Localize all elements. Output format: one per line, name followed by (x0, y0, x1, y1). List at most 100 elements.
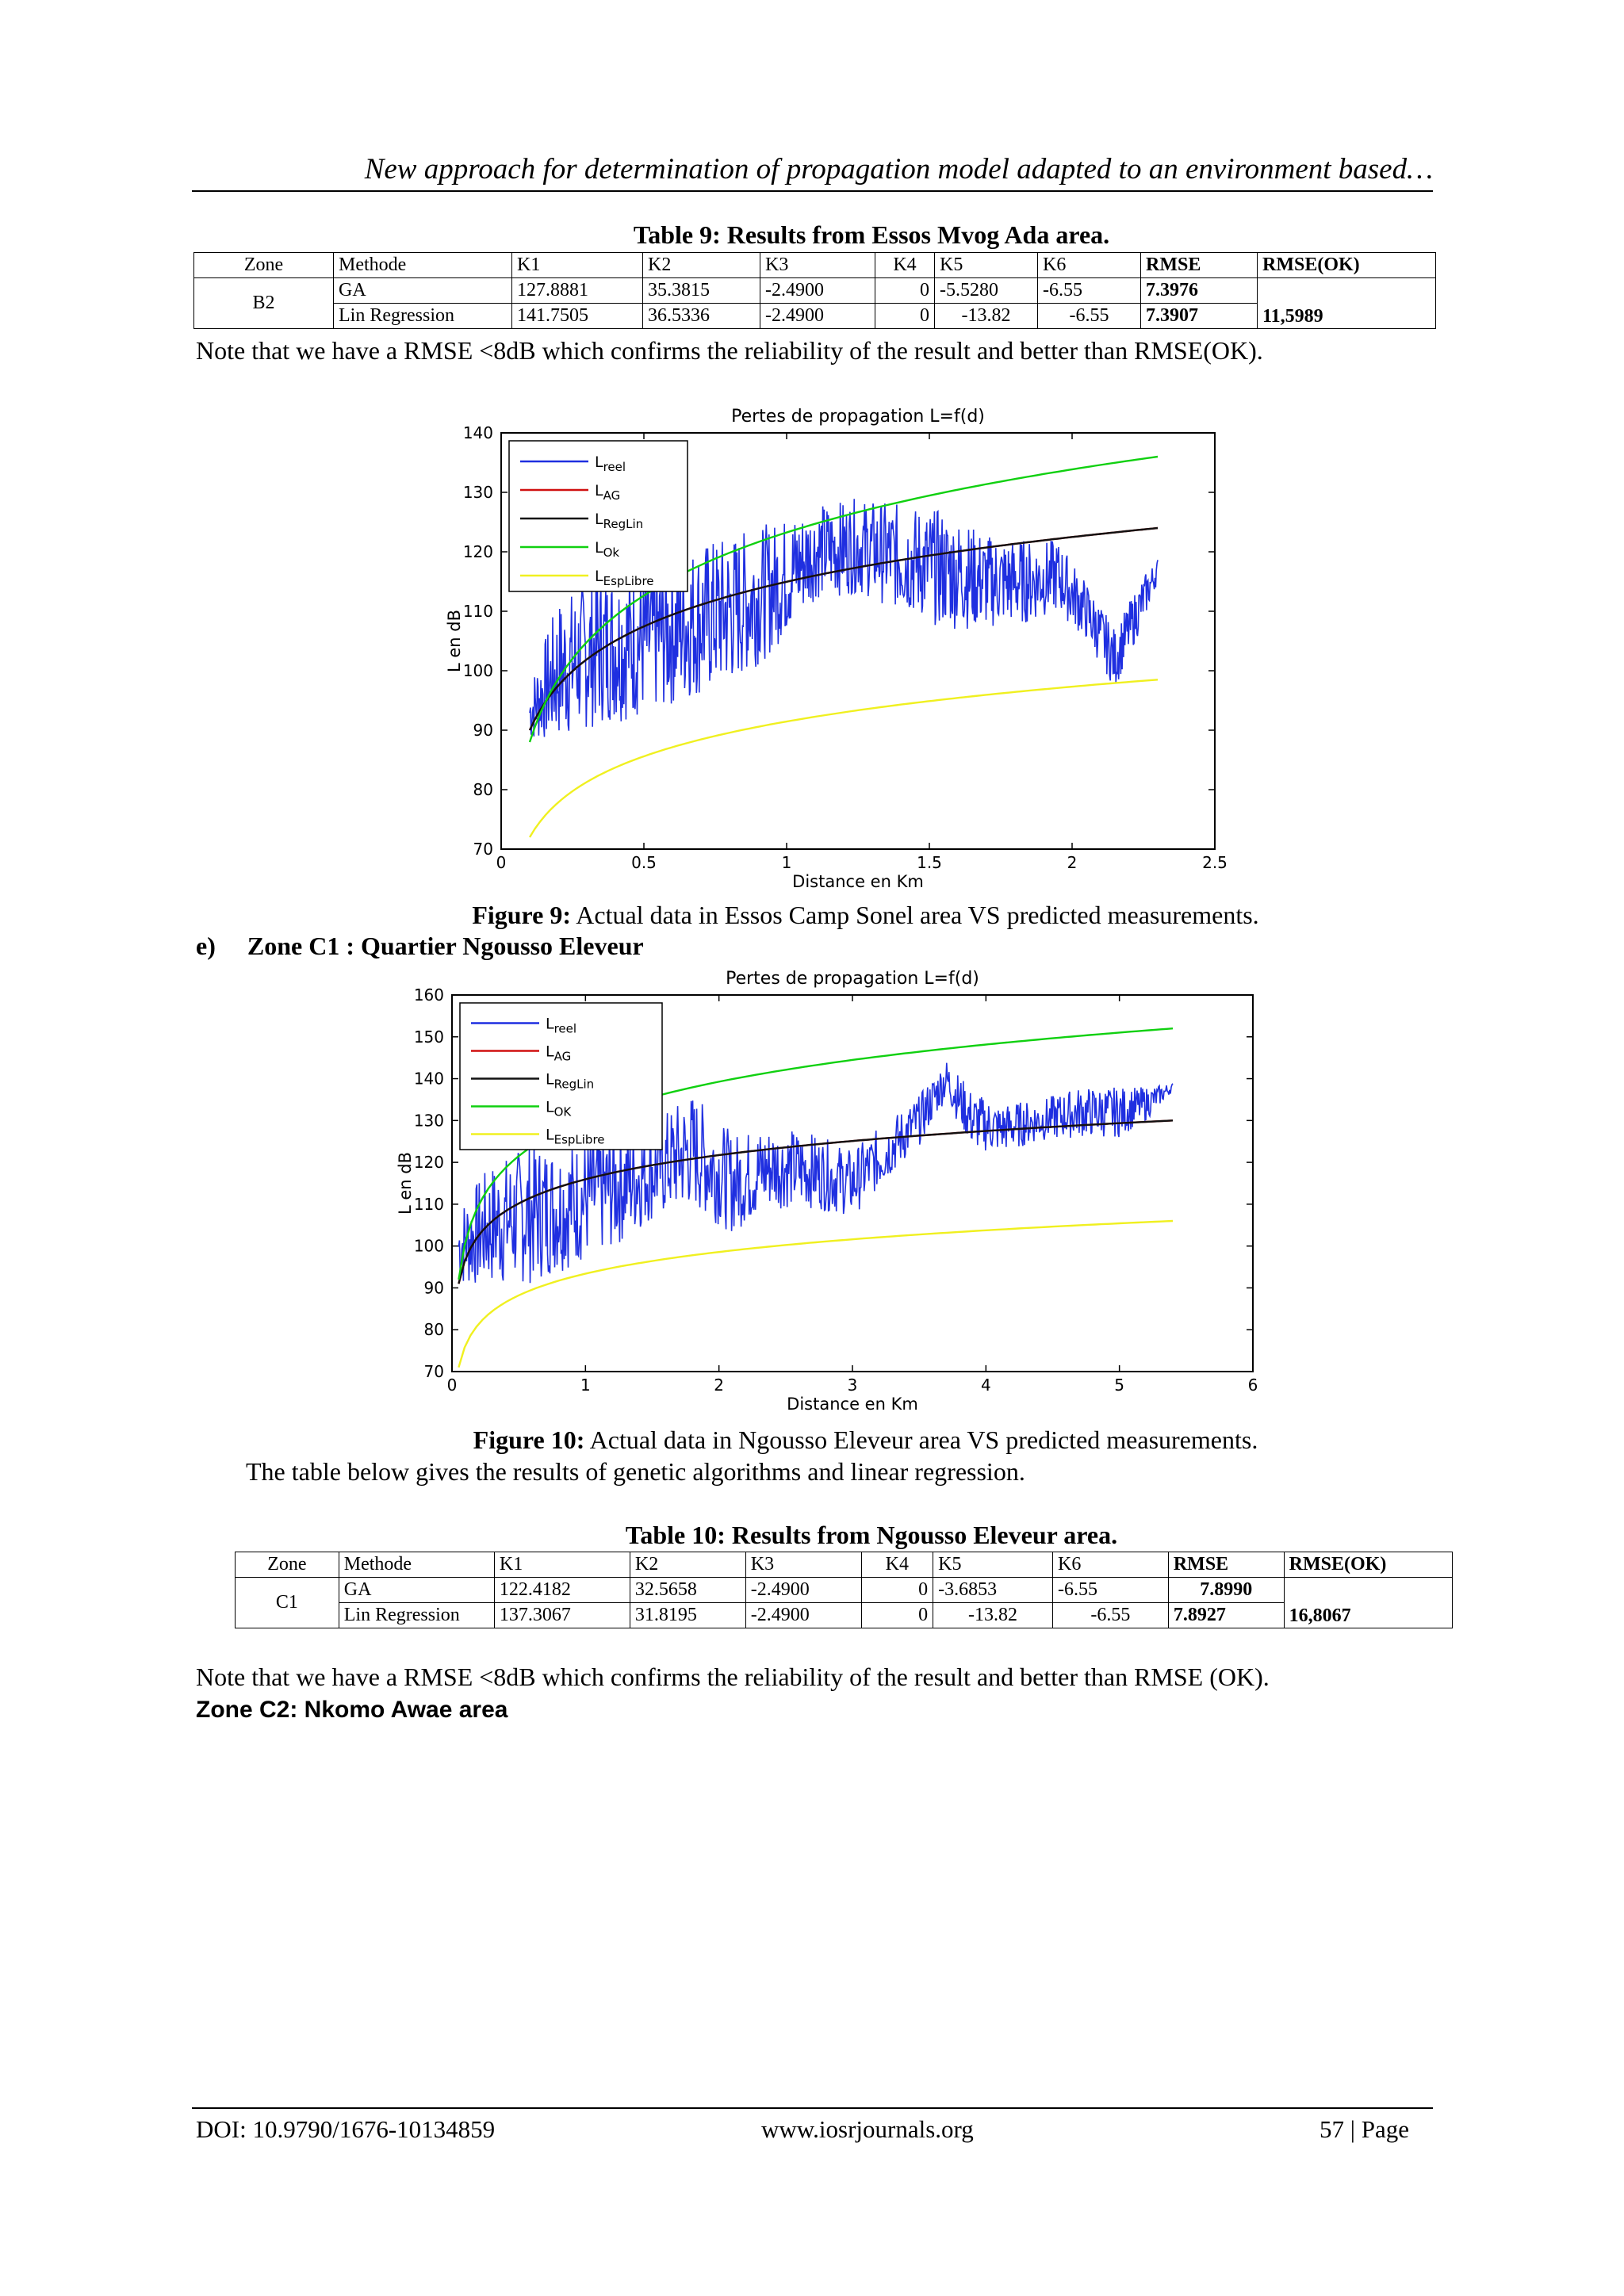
k6-cell: -6.55 (1037, 277, 1141, 304)
section-title: Zone C1 : Quartier Ngousso Eleveur (247, 932, 644, 960)
legend-label-LEspLibre: LEspLibre (546, 1127, 605, 1147)
k1-cell: 137.3067 (493, 1602, 630, 1628)
section-heading: e) Zone C1 : Quartier Ngousso Eleveur (196, 932, 644, 961)
k6-cell: -6.55 (1037, 303, 1141, 329)
rmse-ok-cell: 11,5989 (1257, 277, 1436, 329)
table-row: Lin Regression 137.3067 31.8195 -2.4900 … (236, 1602, 1453, 1628)
header-cell: Zone (235, 1552, 339, 1578)
k2-cell: 31.8195 (629, 1602, 746, 1628)
running-header: New approach for determination of propag… (192, 149, 1433, 192)
figure10-caption: Figure 10: Actual data in Ngousso Eleveu… (0, 1425, 1624, 1455)
k2-cell: 36.5336 (642, 303, 760, 329)
series-line-Lreel (458, 1062, 1174, 1284)
series-line-LEspLibre (528, 679, 1159, 838)
x-tick-label: 0 (447, 1376, 458, 1395)
table-row: Lin Regression 141.7505 36.5336 -2.4900 … (194, 303, 1436, 329)
y-tick-label: 120 (414, 1153, 444, 1172)
y-axis-label: L en dB (396, 1152, 415, 1215)
header-cell: RMSE (1140, 252, 1258, 278)
method-cell: GA (338, 1577, 495, 1603)
zone-cell: B2 (193, 277, 334, 329)
y-tick-label: 160 (414, 985, 444, 1004)
header-cell: K6 (1037, 252, 1141, 278)
legend-label-LOK: LOK (546, 1099, 572, 1119)
chart-title: Pertes de propagation L=f(d) (726, 969, 979, 989)
k2-cell: 32.5658 (629, 1577, 746, 1603)
y-axis-label: L en dB (445, 610, 464, 672)
x-tick-label: 2 (1067, 853, 1078, 872)
method-cell: Lin Regression (338, 1602, 495, 1628)
section-marker: e) (196, 932, 216, 960)
series-line-Lreel (529, 499, 1159, 737)
y-tick-label: 110 (414, 1195, 444, 1214)
k4-cell: 0 (875, 277, 935, 304)
legend-label-LRegLin: LRegLin (595, 511, 643, 531)
header-cell: K4 (860, 1552, 934, 1578)
legend-label-LAG: LAG (595, 482, 620, 503)
legend-box (459, 1002, 663, 1150)
method-cell: GA (333, 277, 512, 304)
x-tick-label: 0.5 (631, 853, 657, 872)
note-rmse-c1: Note that we have a RMSE <8dB which conf… (196, 1663, 1270, 1691)
y-tick-label: 70 (473, 840, 493, 859)
header-cell: Methode (338, 1552, 495, 1578)
x-tick-label: 2.5 (1202, 853, 1228, 872)
rmse-ok-cell: 16,8067 (1283, 1577, 1454, 1628)
y-tick-label: 90 (424, 1278, 444, 1297)
y-tick-label: 80 (424, 1320, 444, 1339)
rmse-cell: 7.8927 (1167, 1602, 1285, 1628)
k5-cell: -3.6853 (933, 1577, 1053, 1603)
figure9-chart: Pertes de propagation L=f(d) 0 0.5 1 1.5 2 2.5… (445, 407, 1228, 891)
x-tick-label: 1 (580, 1376, 591, 1395)
table-header-row: Zone Methode K1 K2 K3 K4 K5 K6 RMSE RMSE… (235, 1552, 1454, 1578)
figure10-chart: Pertes de propagation L=f(d) 0 1 2 3 4 5 6 70 80 9… (396, 969, 1258, 1414)
y-tick-label: 100 (414, 1237, 444, 1256)
k4-cell: 0 (860, 1577, 934, 1603)
intro-table10: The table below gives the results of gen… (246, 1457, 1025, 1486)
header-cell: RMSE(OK) (1283, 1552, 1454, 1578)
k4-cell: 0 (875, 303, 935, 329)
header-cell: K4 (875, 252, 935, 278)
x-tick-label: 3 (848, 1376, 858, 1395)
k5-cell: -13.82 (933, 1602, 1053, 1628)
header-cell: RMSE (1167, 1552, 1285, 1578)
x-axis-label: Distance en Km (792, 872, 924, 891)
header-cell: RMSE(OK) (1257, 252, 1436, 278)
k3-cell: -2.4900 (760, 277, 875, 304)
header-cell: Methode (333, 252, 512, 278)
x-tick-label: 2 (714, 1376, 724, 1395)
table-row: C1 GA 122.4182 32.5658 -2.4900 0 -3.6853… (235, 1577, 1454, 1628)
running-title: New approach for determination of propag… (364, 153, 1433, 186)
series-line-LRegLin (458, 1119, 1174, 1284)
k3-cell: -2.4900 (745, 1602, 862, 1628)
y-tick-label: 100 (463, 661, 493, 680)
header-cell: K1 (511, 252, 643, 278)
zone-cell: C1 (235, 1577, 339, 1628)
table-row: B2 GA 127.8881 35.3815 -2.4900 0 -5.5280… (193, 277, 1436, 329)
footer-page: 57 | Page (1320, 2115, 1409, 2143)
rmse-cell: 7.3907 (1140, 303, 1258, 329)
header-cell: K5 (934, 252, 1038, 278)
y-tick-label: 70 (424, 1362, 444, 1381)
table-header-row: Zone Methode K1 K2 K3 K4 K5 K6 RMSE RMSE… (193, 252, 1436, 278)
table10-caption: Table 10: Results from Ngousso Eleveur a… (625, 1521, 1118, 1549)
series-line-LEspLibre (458, 1219, 1174, 1368)
footer-site: www.iosrjournals.org (761, 2115, 974, 2143)
k4-cell: 0 (860, 1602, 934, 1628)
k3-cell: -2.4900 (760, 303, 875, 329)
x-axis-label: Distance en Km (787, 1395, 918, 1414)
figure9-text: Actual data in Essos Camp Sonel area VS … (571, 901, 1259, 929)
header-cell: K6 (1051, 1552, 1169, 1578)
legend-label-Lreel: Lreel (546, 1016, 576, 1036)
x-tick-label: 4 (981, 1376, 991, 1395)
figure10-label: Figure 10: (473, 1425, 585, 1454)
series-line-LOk (528, 455, 1159, 743)
legend-label-Lreel: Lreel (595, 453, 626, 474)
footer-rule (192, 2107, 1433, 2109)
legend-label-LOk: LOk (595, 539, 619, 560)
y-tick-label: 140 (463, 423, 493, 442)
k5-cell: -5.5280 (934, 277, 1038, 304)
header-cell: Zone (193, 252, 334, 278)
zone-c2-heading: Zone C2: Nkomo Awae area (196, 1697, 508, 1723)
series-line-LRegLin (528, 526, 1159, 731)
